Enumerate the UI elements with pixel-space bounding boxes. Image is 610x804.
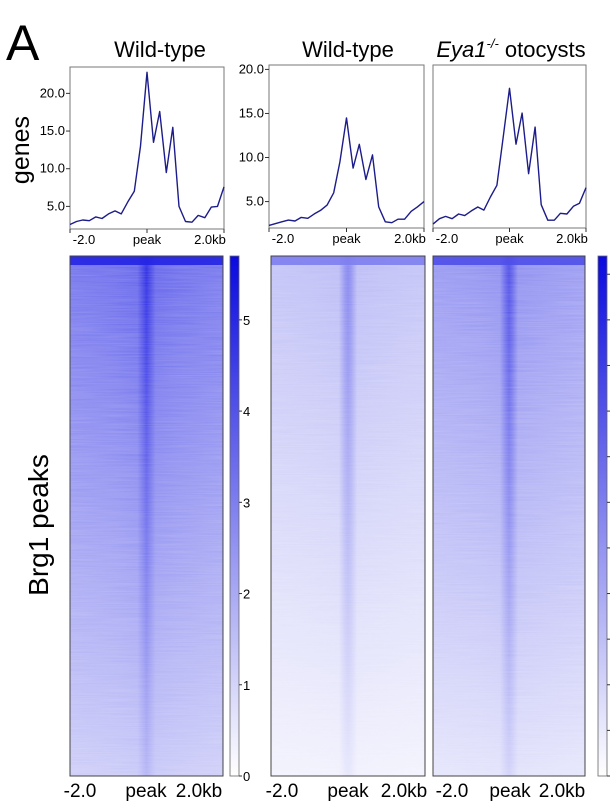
y-tick-label: 10.0 [40,161,65,176]
heatmap-frame [270,255,426,777]
profile-3-title-gene: Eya1 [436,37,486,62]
heatmap-x-tick-label: 2.0kb [539,781,585,802]
heatmap-x-tick-label: 2.0kb [381,781,427,802]
heatmap-x-tick-label: -2.0 [266,781,299,802]
profile-row-label: genes [7,116,35,184]
colorbar-gradient [229,255,240,777]
y-tick-label: 5.0 [47,198,65,213]
profile-line [69,71,225,226]
profile-plot-2: 5.0 10.0 15.0 20.0 -2.0 peak 2.0kb [239,61,426,246]
profile-3-title: Eya1-/- otocysts [436,36,585,62]
profile-line [432,87,587,225]
colorbar-gradient [597,255,608,777]
x-tick-label: -2.0 [436,231,458,246]
y-tick-label: 20.0 [40,85,65,100]
heatmap-2 [270,255,426,777]
y-tick-label: 15.0 [239,105,264,120]
profile-plot-3: -2.0 peak 2.0kb [432,64,588,246]
profile-line [268,117,425,227]
x-tick-label: peak [133,232,162,247]
profile-plot-1: 5.0 10.0 15.0 20.0 -2.0 peak 2.0kb [40,66,226,247]
colorbar-tick-label: 0 [243,769,250,784]
x-tick-label: 2.0kb [556,231,588,246]
panel-letter: A [6,15,40,71]
x-tick-label: 2.0kb [194,232,226,247]
colorbar-tick-label: 3 [243,495,250,510]
profile-3-title-suffix: otocysts [499,37,586,62]
colorbar-1: 0 1 2 3 4 5 [229,255,250,784]
profile-frame [268,64,425,229]
heatmap-x-tick-label: 2.0kb [176,781,222,802]
heatmap-frame [432,255,586,777]
heatmap-1 [69,255,224,777]
heatmap-x-tick-label: peak [125,781,167,802]
heatmap-x-tick-label: peak [327,781,369,802]
heatmap-top-band [271,256,425,265]
heatmap-texture [433,256,585,776]
y-tick-label: 20.0 [239,61,264,76]
colorbar-tick-label: 2 [243,587,250,602]
y-tick-label: 10.0 [239,150,264,165]
colorbar-tick-label: 4 [243,404,250,419]
y-tick-label: 15.0 [40,123,65,138]
heatmap-x-tick-label: -2.0 [64,781,97,802]
x-tick-label: peak [332,231,361,246]
heatmap-texture [271,256,425,776]
heatmap-x-ticks: -2.0 peak 2.0kb -2.0 peak 2.0kb -2.0 peak 2.0kb [64,781,586,802]
profile-2-title: Wild-type [302,37,394,62]
x-tick-label: -2.0 [272,231,294,246]
heatmap-top-band [70,256,223,265]
heatmap-x-tick-label: peak [489,781,531,802]
profile-1-title: Wild-type [114,37,206,62]
x-tick-label: -2.0 [73,232,95,247]
heatmap-row-label: Brg1 peaks [23,454,54,596]
colorbar-tick-label: 5 [243,313,250,328]
profile-3-title-superscript: -/- [487,36,500,51]
x-tick-label: 2.0kb [394,231,426,246]
colorbar-2 [597,255,610,777]
heatmap-x-tick-label: -2.0 [436,781,469,802]
heatmap-3 [432,255,586,777]
heatmap-frame [69,255,224,777]
y-tick-label: 5.0 [246,194,264,209]
colorbar-tick-label: 1 [243,678,250,693]
heatmap-top-band [433,256,585,265]
profile-frame [69,66,225,230]
x-tick-label: peak [495,231,524,246]
heatmap-texture [70,256,223,776]
